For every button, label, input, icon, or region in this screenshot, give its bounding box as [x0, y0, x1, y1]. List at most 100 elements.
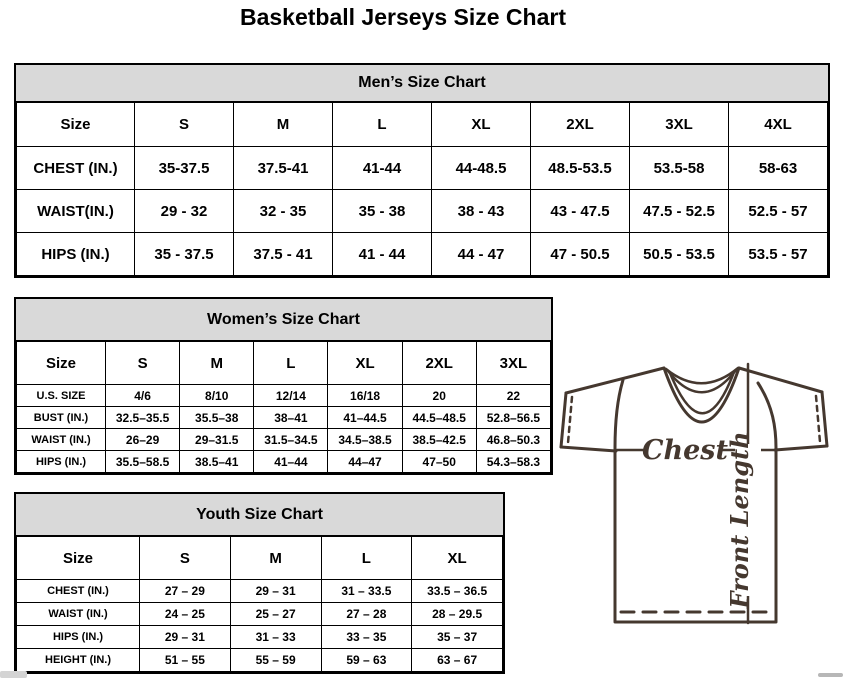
table-row: WAIST (IN.) 26–29 29–31.5 31.5–34.5 34.5–38.…	[16, 428, 552, 451]
row-label: HIPS (IN.)	[16, 232, 135, 276]
column-header: M	[233, 102, 333, 147]
size-value: 52.8–56.5	[475, 406, 552, 429]
size-value: 35 – 37	[411, 625, 503, 649]
size-value: 43 - 47.5	[530, 189, 630, 233]
size-value: 26–29	[104, 428, 181, 451]
size-value: 47 - 50.5	[530, 232, 630, 276]
size-value: 58-63	[728, 146, 828, 190]
column-header: S	[139, 536, 231, 580]
jersey-right-sleeve-outer	[820, 390, 829, 448]
size-value: 41-44	[332, 146, 432, 190]
jersey-left-sleeve-outer	[559, 391, 568, 449]
size-value: 59 – 63	[320, 648, 413, 672]
size-value: 50.5 - 53.5	[629, 232, 729, 276]
size-value: 38–41	[253, 406, 329, 429]
size-value: 35.5–38	[179, 406, 255, 429]
chest-label: Chest	[642, 435, 728, 466]
size-value: 47.5 - 52.5	[629, 189, 729, 233]
table-row: HIPS (IN.) 29 – 31 31 – 33 33 – 35 35 – 37	[16, 625, 503, 649]
size-value: 31 – 33	[229, 625, 322, 649]
size-value: 12/14	[253, 384, 329, 407]
size-value: 27 – 29	[139, 579, 231, 603]
jersey-left-shoulder-line	[564, 366, 666, 395]
size-value: 31 – 33.5	[320, 579, 413, 603]
row-label: WAIST (IN.)	[16, 428, 106, 451]
column-header: 4XL	[728, 102, 828, 147]
size-value: 29 - 32	[134, 189, 234, 233]
size-value: 47–50	[401, 450, 477, 473]
column-header: Size	[16, 102, 135, 147]
size-value: 51 – 55	[139, 648, 231, 672]
table-row: WAIST (IN.) 24 – 25 25 – 27 27 – 28 28 – 29.…	[16, 602, 503, 626]
size-value: 29–31.5	[179, 428, 255, 451]
collar-inner-v	[668, 370, 736, 415]
row-label: WAIST (IN.)	[16, 602, 140, 626]
table-row: HIPS (IN.) 35 - 37.5 37.5 - 41 41 - 44 44 - …	[16, 232, 828, 276]
table-row: U.S. SIZE 4/6 8/10 12/14 16/18 20 22	[16, 384, 552, 407]
size-value: 46.8–50.3	[475, 428, 552, 451]
collar-rib-line-1	[664, 366, 740, 385]
size-value: 48.5-53.5	[530, 146, 630, 190]
size-value: 34.5–38.5	[327, 428, 403, 451]
table-title: Men’s Size Chart	[16, 65, 828, 102]
size-value: 44–47	[327, 450, 403, 473]
column-header-row: Size S M L XL	[16, 536, 503, 580]
size-value: 22	[475, 384, 552, 407]
horizontal-scrollbar-thumb-right[interactable]	[818, 673, 843, 677]
size-value: 35.5–58.5	[104, 450, 181, 473]
jersey-torso-outline	[613, 378, 778, 624]
table-title: Women’s Size Chart	[16, 299, 551, 341]
size-value: 25 – 27	[229, 602, 322, 626]
row-label: HIPS (IN.)	[16, 625, 140, 649]
row-label: HIPS (IN.)	[16, 450, 106, 473]
womens-size-table: Size S M L XL 2XL 3XL U.S. SIZE 4/6 8/10 12/14 16/1…	[16, 341, 552, 473]
column-header: 2XL	[401, 341, 477, 385]
row-label: CHEST (IN.)	[16, 579, 140, 603]
jersey-right-shoulder-line	[737, 366, 824, 394]
chest-label-backdrop	[648, 436, 722, 463]
table-row: BUST (IN.) 32.5–35.5 35.5–38 38–41 41–44.5 44…	[16, 406, 552, 429]
row-label: HEIGHT (IN.)	[16, 648, 140, 672]
size-value: 8/10	[179, 384, 255, 407]
column-header: S	[134, 102, 234, 147]
table-row: CHEST (IN.) 27 – 29 29 – 31 31 – 33.5 33.5 –…	[16, 579, 503, 603]
size-value: 38 - 43	[431, 189, 531, 233]
size-value: 16/18	[327, 384, 403, 407]
column-header: 2XL	[530, 102, 630, 147]
size-value: 44 - 47	[431, 232, 531, 276]
size-value: 35 - 38	[332, 189, 432, 233]
front-length-label: Front Length	[725, 431, 754, 609]
collar-rib-line-2	[666, 368, 738, 394]
mens-size-chart: Men’s Size Chart Size S M L XL 2XL 3XL 4XL CHEST…	[14, 63, 830, 278]
table-row: HIPS (IN.) 35.5–58.5 38.5–41 41–44 44–47 47–5…	[16, 450, 552, 473]
column-header: L	[332, 102, 432, 147]
jersey-right-sleeve-bottom	[773, 444, 829, 452]
size-value: 53.5 - 57	[728, 232, 828, 276]
table-title: Youth Size Chart	[16, 494, 503, 536]
size-value: 37.5-41	[233, 146, 333, 190]
size-value: 37.5 - 41	[233, 232, 333, 276]
table-row: WAIST(IN.) 29 - 32 32 - 35 35 - 38 38 - 43 43…	[16, 189, 828, 233]
right-cuff-dashed-line	[814, 394, 822, 444]
column-header: L	[253, 341, 329, 385]
column-header: 3XL	[629, 102, 729, 147]
row-label: CHEST (IN.)	[16, 146, 135, 190]
row-label: U.S. SIZE	[16, 384, 106, 407]
column-header: Size	[16, 536, 140, 580]
page-title: Basketball Jerseys Size Chart	[239, 4, 566, 30]
column-header: M	[229, 536, 322, 580]
womens-size-chart: Women’s Size Chart Size S M L XL 2XL 3XL U.S. S…	[14, 297, 553, 475]
size-value: 52.5 - 57	[728, 189, 828, 233]
column-header: Size	[16, 341, 106, 385]
size-value: 32 - 35	[233, 189, 333, 233]
mens-size-table: Size S M L XL 2XL 3XL 4XL CHEST (IN.) 35-37.5 37.5…	[16, 102, 828, 276]
collar-outer-v	[662, 366, 741, 424]
column-header: M	[179, 341, 255, 385]
size-value: 4/6	[104, 384, 181, 407]
jersey-measurement-diagram: Chest Front Length	[559, 362, 829, 625]
youth-size-chart: Youth Size Chart Size S M L XL CHEST (IN.) 27 …	[14, 492, 505, 674]
horizontal-scrollbar-thumb-left[interactable]	[0, 671, 27, 678]
column-header: L	[320, 536, 413, 580]
size-value: 41–44.5	[327, 406, 403, 429]
